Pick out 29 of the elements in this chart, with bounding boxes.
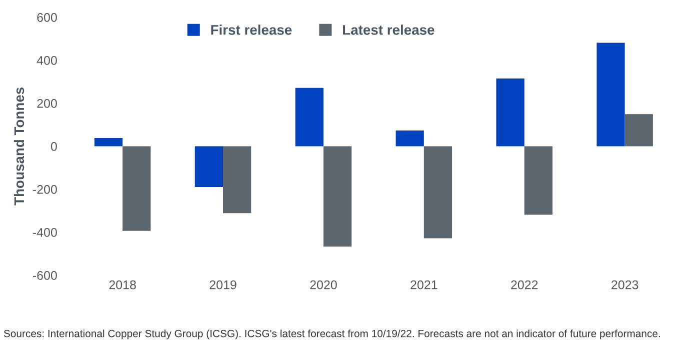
y-tick-label: 400 xyxy=(36,56,57,65)
x-tick-label: 2023 xyxy=(612,280,638,290)
bar xyxy=(496,78,524,146)
source-note: Sources: International Copper Study Group (ICSG). ICSG's latest forecast from 10/19/22. Forecasts are not an indicator of future performance. xyxy=(4,330,660,340)
bar xyxy=(596,42,625,146)
y-tick-label: -600 xyxy=(32,271,57,280)
legend-label: First release xyxy=(211,24,292,35)
x-tick-label: 2019 xyxy=(210,280,236,290)
y-tick-label: 0 xyxy=(50,142,57,151)
bar xyxy=(194,146,224,188)
x-tick-label: 2020 xyxy=(310,280,337,290)
bar xyxy=(624,114,653,146)
bar xyxy=(323,146,352,247)
y-axis-title: Thousand Tonnes xyxy=(14,87,24,206)
bar xyxy=(223,146,252,214)
legend-label: Latest release xyxy=(343,24,434,35)
bar xyxy=(524,146,552,215)
x-tick-label: 2022 xyxy=(511,280,538,290)
y-tick-label: 600 xyxy=(37,13,57,22)
y-tick-label: -400 xyxy=(32,228,57,237)
bar xyxy=(94,138,123,146)
bar xyxy=(122,146,151,231)
bar xyxy=(424,146,452,238)
y-tick-label: -200 xyxy=(32,185,57,194)
x-tick-label: 2021 xyxy=(410,280,438,290)
bar xyxy=(295,88,324,146)
y-tick-label: 200 xyxy=(37,99,57,108)
bar xyxy=(396,130,424,146)
x-tick-label: 2018 xyxy=(109,280,136,290)
